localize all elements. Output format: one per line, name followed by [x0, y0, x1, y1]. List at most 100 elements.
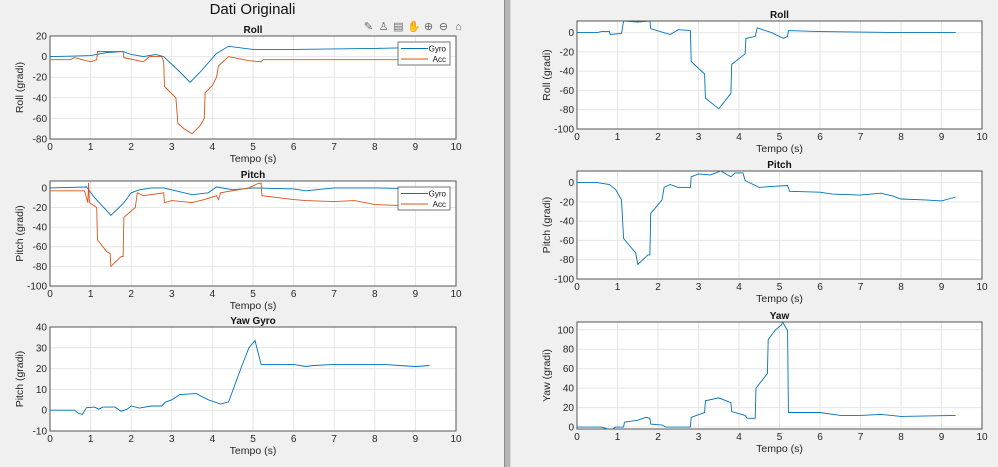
- x-tick-label: 4: [210, 434, 216, 445]
- window-divider[interactable]: [504, 0, 511, 467]
- x-tick-label: 6: [817, 282, 823, 293]
- left-pitch-axes[interactable]: 0 1 2 3 4 5 6 7 8 9 10 -100 -80 -60 -40 -20 0 Pitch Tempo …: [14, 170, 462, 312]
- x-tick-label: 7: [858, 132, 864, 143]
- x-axis-label: Tempo (s): [756, 443, 803, 455]
- x-tick-label: 4: [736, 132, 742, 143]
- x-tick-label: 10: [450, 142, 462, 153]
- home-icon[interactable]: ⌂: [455, 21, 462, 33]
- x-tick-label: 10: [976, 282, 988, 293]
- series-line-data: [50, 339, 430, 415]
- x-tick-label: 1: [615, 282, 621, 293]
- x-tick-label: 3: [169, 142, 175, 153]
- x-tick-label: 0: [574, 132, 580, 143]
- y-axis-label: Pitch (gradi): [14, 351, 26, 408]
- y-tick-label: -40: [33, 93, 48, 104]
- x-tick-label: 5: [250, 434, 256, 445]
- legend-label: Acc: [433, 200, 446, 209]
- series-line-data: [577, 322, 956, 429]
- series-line-gyro: [50, 186, 428, 216]
- axes-box: [49, 180, 457, 287]
- x-tick-label: 10: [976, 432, 988, 443]
- series-line-acc: [50, 51, 428, 135]
- x-tick-label: 9: [413, 142, 419, 153]
- zoom-in-icon[interactable]: ⊕: [423, 21, 434, 33]
- x-tick-label: 7: [331, 142, 337, 153]
- legend-label: Acc: [433, 55, 446, 64]
- series-line-data: [577, 171, 956, 266]
- x-tick-label: 4: [210, 289, 216, 300]
- y-tick-label: 80: [563, 345, 575, 356]
- y-tick-label: -40: [33, 223, 48, 234]
- x-tick-label: 8: [898, 132, 904, 143]
- x-tick-label: 6: [291, 434, 297, 445]
- zoom-out-icon[interactable]: ⊖: [438, 21, 449, 33]
- x-tick-label: 1: [88, 142, 94, 153]
- x-tick-label: 5: [777, 432, 783, 443]
- axes-box: [576, 170, 983, 280]
- y-tick-label: -20: [560, 197, 575, 208]
- y-tick-label: -60: [33, 242, 48, 253]
- legend-label: Gyro: [429, 45, 447, 54]
- x-tick-label: 9: [939, 432, 945, 443]
- x-tick-label: 5: [777, 132, 783, 143]
- x-tick-label: 9: [939, 132, 945, 143]
- x-tick-label: 0: [574, 432, 580, 443]
- x-tick-label: 3: [696, 132, 702, 143]
- x-tick-label: 5: [250, 289, 256, 300]
- chart-title: Roll: [244, 25, 263, 36]
- x-tick-label: 5: [777, 282, 783, 293]
- y-axis-label: Pitch (gradi): [541, 197, 553, 254]
- x-tick-label: 8: [372, 289, 378, 300]
- data-tips-icon[interactable]: ▤: [393, 21, 404, 33]
- x-tick-label: 1: [615, 432, 621, 443]
- y-tick-label: 20: [36, 364, 48, 375]
- chart-title: Pitch: [767, 160, 791, 171]
- x-tick-label: 2: [128, 289, 134, 300]
- x-tick-label: 9: [413, 289, 419, 300]
- x-tick-label: 3: [696, 432, 702, 443]
- y-tick-label: -60: [560, 236, 575, 247]
- left-roll-axes[interactable]: 0 1 2 3 4 5 6 7 8 9 10 -80 -60 -40 -20 0 20 Roll Tempo (s)…: [14, 25, 462, 165]
- edit-plot-icon[interactable]: ✎: [363, 21, 374, 33]
- x-tick-label: 10: [450, 434, 462, 445]
- y-tick-label: 30: [36, 343, 48, 354]
- y-axis-label: Roll (gradi): [14, 62, 26, 113]
- brush-icon[interactable]: ♙: [378, 21, 389, 33]
- x-axis-label: Tempo (s): [230, 153, 277, 165]
- right-pitch-axes[interactable]: 0 1 2 3 4 5 6 7 8 9 10 -100 -80 -60 -40 -20 0 Pitch Tempo …: [541, 160, 988, 305]
- legend-label: Gyro: [429, 190, 447, 199]
- x-tick-label: 10: [976, 132, 988, 143]
- y-tick-label: -20: [33, 203, 48, 214]
- y-tick-label: 100: [557, 325, 574, 336]
- figure-title: Dati Originali: [209, 1, 296, 18]
- x-tick-label: 4: [210, 142, 216, 153]
- y-axis-label: Yaw (gradi): [541, 349, 553, 402]
- axes-toolbar: ✎ ♙ ▤ ✋ ⊕ ⊖ ⌂: [362, 20, 465, 34]
- x-tick-label: 10: [450, 289, 462, 300]
- x-axis-label: Tempo (s): [756, 293, 803, 305]
- y-axis-label: Pitch (gradi): [14, 205, 26, 262]
- x-tick-label: 2: [128, 434, 134, 445]
- y-tick-label: -100: [554, 125, 574, 136]
- pan-icon[interactable]: ✋: [407, 21, 421, 33]
- x-tick-label: 6: [817, 132, 823, 143]
- x-tick-label: 2: [655, 432, 661, 443]
- x-tick-label: 9: [413, 434, 419, 445]
- x-tick-label: 8: [372, 434, 378, 445]
- y-tick-label: -40: [560, 217, 575, 228]
- x-tick-label: 6: [291, 289, 297, 300]
- x-tick-label: 7: [858, 282, 864, 293]
- y-tick-label: 20: [36, 32, 48, 43]
- x-tick-label: 7: [331, 434, 337, 445]
- x-tick-label: 0: [574, 282, 580, 293]
- right-roll-axes[interactable]: 0 1 2 3 4 5 6 7 8 9 10 -100 -80 -60 -40 -20 0 Roll Tempo (…: [541, 10, 988, 155]
- y-axis-label: Roll (gradi): [541, 49, 553, 100]
- series-line-data: [577, 21, 956, 110]
- y-tick-label: 0: [41, 406, 47, 417]
- x-tick-label: 8: [898, 282, 904, 293]
